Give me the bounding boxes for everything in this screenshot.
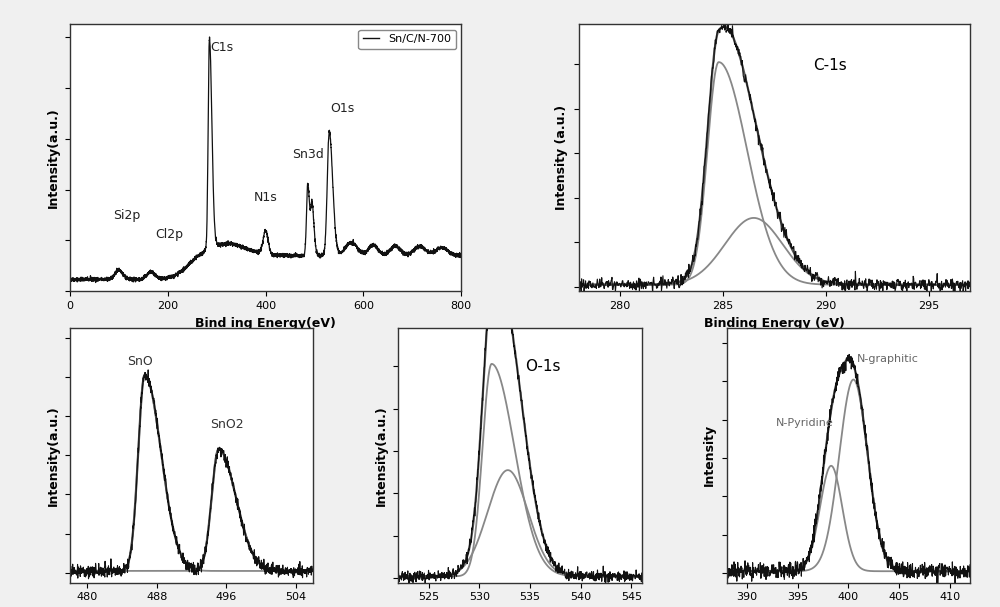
Text: C-1s: C-1s: [813, 58, 847, 73]
X-axis label: Binding Energy (eV): Binding Energy (eV): [704, 317, 845, 330]
Text: SnO2: SnO2: [210, 418, 243, 431]
X-axis label: Bind ing Energy(eV): Bind ing Energy(eV): [195, 317, 336, 330]
Y-axis label: Intensity(a.u.): Intensity(a.u.): [47, 405, 60, 506]
Text: O-1s: O-1s: [525, 359, 560, 374]
Text: Sn3d: Sn3d: [293, 148, 324, 161]
Legend: Sn/C/N-700: Sn/C/N-700: [358, 30, 456, 49]
Text: Si2p: Si2p: [113, 209, 140, 222]
Text: C1s: C1s: [210, 41, 234, 54]
Y-axis label: Intensity (a.u.): Intensity (a.u.): [555, 105, 568, 211]
Text: O1s: O1s: [331, 103, 355, 115]
Text: N-graphitic: N-graphitic: [856, 354, 918, 364]
Text: N1s: N1s: [254, 191, 278, 203]
Y-axis label: Intensity(a.u.): Intensity(a.u.): [47, 107, 60, 208]
Text: Cl2p: Cl2p: [156, 228, 184, 241]
Y-axis label: Intensity: Intensity: [703, 424, 716, 486]
Text: SnO: SnO: [127, 355, 153, 368]
Y-axis label: Intensity(a.u.): Intensity(a.u.): [375, 405, 388, 506]
Text: N-Pyridine: N-Pyridine: [775, 418, 833, 427]
